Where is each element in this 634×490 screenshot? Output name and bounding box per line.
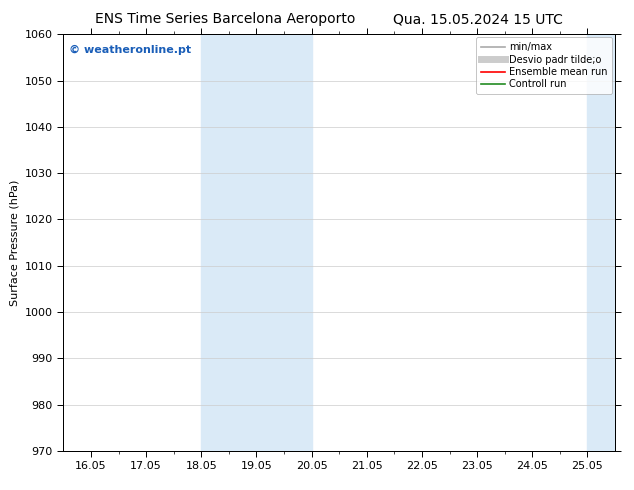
Text: Qua. 15.05.2024 15 UTC: Qua. 15.05.2024 15 UTC [393,12,563,26]
Text: ENS Time Series Barcelona Aeroporto: ENS Time Series Barcelona Aeroporto [95,12,356,26]
Bar [588,34,615,451]
Text: © weatheronline.pt: © weatheronline.pt [69,45,191,55]
Y-axis label: Surface Pressure (hPa): Surface Pressure (hPa) [10,179,19,306]
Bar [202,34,312,451]
Legend: min/max, Desvio padr tilde;o, Ensemble mean run, Controll run: min/max, Desvio padr tilde;o, Ensemble m… [476,37,612,94]
